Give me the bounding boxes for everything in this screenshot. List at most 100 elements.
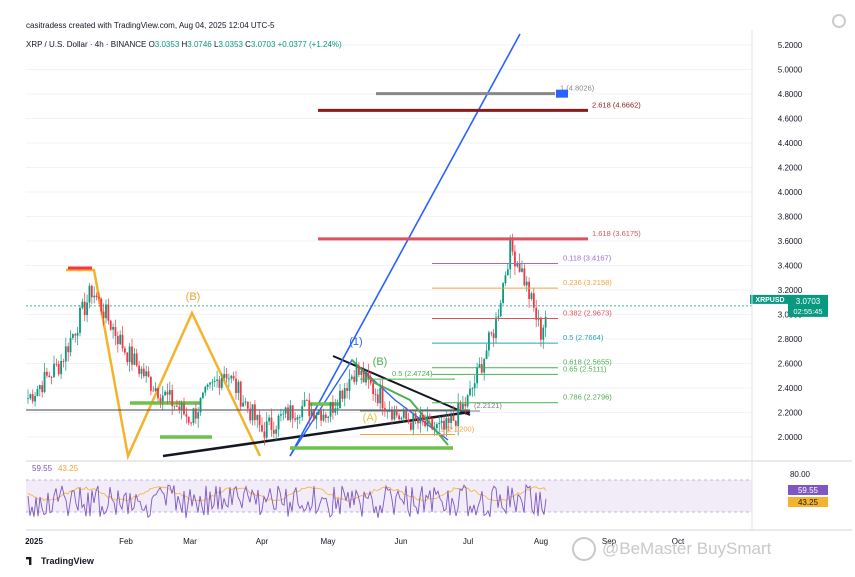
- symbol-title[interactable]: XRP / U.S. Dollar · 4h · BINANCE: [26, 40, 147, 49]
- candle-body: [270, 417, 273, 430]
- candle-body: [67, 346, 70, 353]
- candle-body: [355, 365, 358, 382]
- y-tick-label: 4.4000: [778, 139, 803, 148]
- candle-body: [204, 386, 207, 393]
- candle-body: [369, 379, 372, 384]
- candle-body: [483, 359, 486, 373]
- candle-body: [542, 327, 545, 340]
- fib-label: 2.618 (4.6662): [592, 100, 641, 109]
- candle-body: [190, 422, 192, 424]
- fib-label: (2.2121): [474, 401, 502, 410]
- ohlc-open: 3.0353: [154, 40, 180, 49]
- candle-body: [284, 407, 287, 414]
- candle-body: [428, 415, 431, 419]
- candle-body: [287, 407, 289, 421]
- candle-body: [268, 417, 270, 422]
- ohlc-high-label: H: [181, 40, 188, 49]
- symbol-badge-text: XRPUSD: [755, 297, 784, 304]
- candle-body: [62, 361, 65, 362]
- time-axis[interactable]: 2025 Feb Mar Apr May Jun Jul Aug Sep Oct: [25, 537, 685, 546]
- candle-body: [339, 390, 341, 409]
- candle-body: [244, 401, 247, 403]
- flag-icon: [556, 89, 568, 98]
- ohlc-low-label: L: [213, 40, 219, 49]
- rsi-ma-badge: [788, 497, 828, 507]
- candle-body: [301, 406, 304, 418]
- candle-body: [232, 375, 235, 379]
- candle-body: [471, 388, 474, 390]
- ohlc-close: 3.0703: [250, 40, 276, 49]
- tradingview-logo[interactable]: TradingView: [26, 556, 94, 566]
- candle-body: [74, 334, 77, 336]
- candle-body: [419, 415, 422, 424]
- candle-body: [490, 332, 493, 334]
- candle-body: [306, 400, 308, 401]
- candle-body: [450, 415, 452, 423]
- candle-body: [523, 268, 526, 286]
- candle-body: [57, 363, 60, 375]
- candle-body: [41, 385, 44, 393]
- candle-body: [272, 429, 275, 434]
- candle-body: [327, 416, 330, 418]
- candle-body: [76, 332, 79, 336]
- settings-gear-icon[interactable]: [832, 14, 846, 28]
- candle-body: [405, 410, 408, 420]
- candle-body: [381, 388, 384, 409]
- candle-body: [440, 420, 443, 423]
- candle-body: [521, 268, 523, 272]
- y-tick-label: 5.0000: [778, 66, 803, 75]
- candle-body: [251, 404, 254, 421]
- candle-body: [152, 390, 155, 392]
- candle-body: [55, 363, 58, 365]
- candle-body: [362, 371, 365, 383]
- candle-body: [296, 417, 299, 420]
- candle-body: [239, 381, 242, 407]
- wave-label: (B): [186, 291, 201, 303]
- candle-body: [31, 394, 34, 402]
- candle-body: [126, 352, 129, 363]
- watermark-icon: [572, 537, 596, 561]
- candle-body: [502, 283, 504, 303]
- candle-body: [298, 417, 301, 418]
- candle-body: [93, 295, 96, 298]
- candle-body: [488, 332, 490, 351]
- candle-body: [166, 391, 169, 395]
- candle-body: [332, 402, 334, 413]
- y-tick-label: 3.8000: [778, 213, 803, 222]
- price-axis[interactable]: 5.2000 5.0000 4.8000 4.6000 4.4000 4.2000 4.00…: [750, 41, 828, 442]
- fib-levels: 1 (4.8026) 2.618 (4.6662) 1.618 (3.6175) 0.…: [26, 84, 752, 436]
- candle-body: [454, 420, 457, 426]
- candle-body: [178, 406, 181, 411]
- candle-body: [421, 415, 424, 421]
- candle-body: [88, 285, 91, 303]
- candle-body: [540, 317, 542, 340]
- candle-body: [334, 408, 337, 413]
- candle-body: [379, 388, 382, 404]
- candle-body: [133, 353, 136, 365]
- candle-body: [168, 390, 171, 395]
- candle-body: [157, 388, 159, 399]
- candle-body: [183, 403, 185, 415]
- candle-body: [29, 394, 32, 399]
- candle-body: [192, 408, 195, 423]
- candle-body: [173, 405, 176, 407]
- candle-body: [303, 400, 306, 407]
- y-tick-label: 4.0000: [778, 188, 803, 197]
- candle-body: [291, 405, 294, 419]
- fib-label: 0.382 (2.9673): [563, 309, 612, 318]
- candle-body: [322, 414, 325, 421]
- y-tick-label: 2.0000: [778, 433, 803, 442]
- candle-body: [34, 396, 36, 402]
- candle-body: [211, 381, 214, 383]
- x-tick-label: Jul: [463, 537, 473, 546]
- x-tick-label: Oct: [672, 537, 685, 546]
- candle-body: [395, 409, 398, 416]
- candle-body: [112, 326, 114, 330]
- y-tick-label: 3.4000: [778, 262, 803, 271]
- candle-body: [320, 410, 322, 421]
- candle-body: [459, 402, 462, 409]
- candle-body: [343, 388, 346, 399]
- x-tick-label: May: [320, 537, 335, 546]
- candle-body: [308, 400, 311, 417]
- ohlc-open-label: O: [148, 40, 155, 49]
